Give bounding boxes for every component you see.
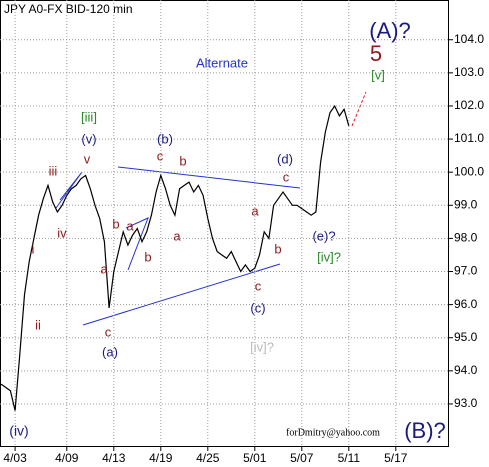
annotation: b: [112, 216, 119, 231]
annotation: c: [255, 278, 262, 293]
x-tick-label: 5/01: [243, 451, 267, 465]
chart-title: JPY A0-FX BID-120 min: [4, 2, 133, 16]
price-line: [0, 104, 350, 411]
annotation: Alternate: [196, 55, 248, 70]
y-tick-label: 101.0: [454, 131, 484, 145]
annotation: [iii]: [81, 109, 97, 124]
y-tick-label: 94.0: [454, 363, 478, 377]
annotation: b: [179, 153, 186, 168]
annotation: a: [173, 228, 181, 243]
annotation: b: [274, 241, 281, 256]
annotation: 5: [370, 41, 382, 66]
x-tick-label: 5/11: [338, 451, 361, 465]
annotation: b: [144, 249, 151, 264]
trend-line: [82, 263, 281, 326]
y-tick-label: 103.0: [454, 65, 484, 79]
x-tick-label: 5/17: [384, 451, 408, 465]
x-tick-label: 4/03: [3, 451, 27, 465]
y-tick-label: 97.0: [454, 264, 478, 278]
annotation: (a): [102, 344, 118, 359]
annotation: (e)?: [312, 228, 335, 243]
x-tick-label: 4/19: [149, 451, 173, 465]
annotation: iv: [57, 225, 67, 240]
annotation: a: [251, 203, 259, 218]
annotation: c: [157, 148, 164, 163]
y-tick-label: 95.0: [454, 330, 478, 344]
annotation: i: [32, 241, 35, 256]
annotation: (iv): [9, 423, 28, 439]
annotation: [iv]?: [250, 339, 274, 354]
y-tick-label: 102.0: [454, 98, 484, 112]
annotation: (b): [157, 131, 173, 146]
x-tick-label: 4/13: [102, 451, 126, 465]
annotation: [v]: [371, 67, 385, 82]
annotation: ii: [35, 317, 41, 332]
annotation: (v): [81, 131, 96, 146]
annotation: iii: [49, 163, 58, 178]
wedge-line: [125, 217, 149, 271]
annotation: forDmitry@yahoo.com: [286, 427, 380, 438]
y-tick-label: 96.0: [454, 297, 478, 311]
y-tick-label: 104.0: [454, 32, 484, 46]
trend-line: [117, 166, 301, 189]
annotation: (c): [250, 300, 265, 315]
annotation: c: [105, 324, 112, 339]
x-tick-label: 4/25: [196, 451, 220, 465]
annotation: v: [84, 151, 91, 166]
projection-line: [351, 91, 367, 127]
annotation: (B)?: [404, 418, 446, 443]
x-tick-label: 5/07: [290, 451, 314, 465]
annotation: a: [100, 261, 108, 276]
annotation: (A)?: [369, 18, 411, 43]
plot-frame: [0, 0, 449, 447]
annotation: [iv]?: [317, 249, 341, 264]
y-tick-label: 100.0: [454, 164, 484, 178]
y-tick-label: 93.0: [454, 396, 478, 410]
y-tick-label: 99.0: [454, 197, 478, 211]
annotation: a: [126, 218, 134, 233]
annotation: (d): [277, 151, 293, 166]
annotation: c: [283, 169, 290, 184]
x-tick-label: 4/09: [55, 451, 79, 465]
y-tick-label: 98.0: [454, 231, 478, 245]
